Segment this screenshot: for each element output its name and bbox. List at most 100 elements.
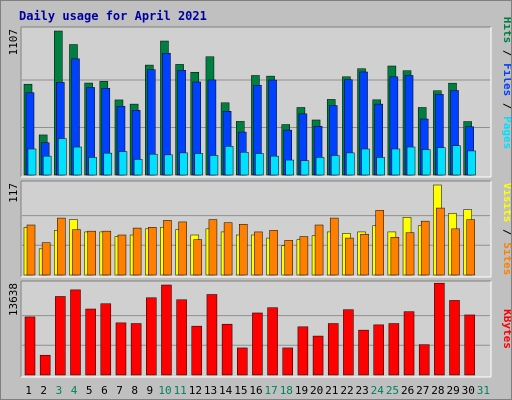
kbytes-bar <box>403 311 415 376</box>
kbytes-bar <box>237 347 248 376</box>
day-label: 19 <box>295 384 308 397</box>
kbytes-bar <box>343 309 354 376</box>
pages-bar <box>118 151 128 176</box>
pages-bar <box>437 147 446 176</box>
sites-bar <box>41 242 51 276</box>
kbytes-bar <box>70 289 81 376</box>
day-label: 18 <box>280 384 293 397</box>
legend-pages-files-hits: Hits / Files / Pages <box>501 17 511 150</box>
kbytes-bar <box>358 329 369 376</box>
day-label: 21 <box>325 384 338 397</box>
pages-bar <box>133 159 143 176</box>
sites-bar <box>102 230 112 276</box>
pages-bar <box>467 150 476 176</box>
pages-bar <box>224 146 234 176</box>
pages-bar <box>194 153 204 176</box>
legend-kbytes: KBytes <box>501 309 511 349</box>
day-label: 28 <box>431 384 444 397</box>
chart-title: Daily usage for April 2021 <box>19 9 207 23</box>
pages-bar <box>73 146 82 176</box>
kbytes-bar <box>388 323 400 376</box>
sites-bar <box>26 224 36 276</box>
day-label: 12 <box>189 384 202 397</box>
pages-bar <box>27 148 37 176</box>
kbytes-bar <box>327 323 339 376</box>
day-label: 4 <box>71 384 78 397</box>
day-label: 8 <box>131 384 138 397</box>
sites-bar <box>239 223 248 276</box>
day-label: 15 <box>234 384 247 397</box>
sites-bar <box>405 232 415 276</box>
pages-bar <box>421 149 431 176</box>
pages-bar <box>452 145 461 176</box>
y-max-label: 117 <box>7 183 20 203</box>
sites-bar <box>254 231 263 276</box>
sites-bar <box>193 239 203 276</box>
kbytes-bar <box>221 323 233 376</box>
pages-bar <box>285 159 294 176</box>
day-label: 1 <box>25 384 32 397</box>
sites-bar <box>148 227 157 276</box>
kbytes-bar <box>373 324 384 376</box>
kbytes-bar <box>100 303 112 376</box>
pages-bar <box>103 152 113 176</box>
pages-bar <box>209 155 219 176</box>
kbytes-bar <box>282 347 293 376</box>
pages-bar <box>376 157 385 176</box>
kbytes-bar <box>267 307 278 376</box>
kbytes-bar <box>297 326 309 376</box>
sites-bar <box>375 210 384 276</box>
day-label: 6 <box>101 384 108 397</box>
pages-bar <box>164 154 173 176</box>
sites-bar <box>436 207 445 276</box>
day-label: 24 <box>371 384 385 397</box>
sites-bar <box>57 217 66 276</box>
day-label: 20 <box>310 384 323 397</box>
pages-bar <box>255 153 264 176</box>
sites-bar <box>284 240 293 276</box>
pages-bar <box>88 157 97 176</box>
day-label: 23 <box>356 384 369 397</box>
kbytes-bar <box>252 312 263 376</box>
kbytes-bar <box>206 294 218 376</box>
pages-bar <box>361 148 370 176</box>
sites-bar <box>466 219 475 276</box>
pages-bar <box>406 146 416 176</box>
kbytes-bar <box>312 335 324 376</box>
kbytes-bar <box>161 284 172 376</box>
sites-bar <box>178 221 187 276</box>
day-label: 31 <box>477 384 490 397</box>
day-label: 27 <box>416 384 429 397</box>
kbytes-bar <box>24 316 36 376</box>
y-max-label: 13638 <box>7 283 20 316</box>
pages-bar <box>149 153 158 176</box>
day-label: 2 <box>40 384 47 397</box>
day-label: 3 <box>56 384 63 397</box>
sites-bar <box>208 219 218 276</box>
kbytes-bar <box>176 299 187 376</box>
kbytes-bar <box>418 344 430 376</box>
pages-bar <box>58 138 67 176</box>
sites-bar <box>329 217 339 276</box>
sites-bar <box>345 237 354 276</box>
kbytes-bar <box>115 322 127 376</box>
pages-bar <box>346 152 355 176</box>
day-label: 22 <box>340 384 353 397</box>
day-label: 7 <box>116 384 123 397</box>
sites-bar <box>390 237 400 276</box>
sites-bar <box>451 228 460 276</box>
day-label: 13 <box>204 384 217 397</box>
sites-bar <box>360 233 369 276</box>
kbytes-bar <box>146 297 157 376</box>
sites-bar <box>163 220 172 276</box>
pages-bar <box>300 160 310 176</box>
sites-bar <box>223 222 233 276</box>
day-label: 29 <box>446 384 459 397</box>
pages-bar <box>179 152 188 176</box>
day-label: 10 <box>158 384 171 397</box>
kbytes-bar <box>39 354 51 376</box>
kbytes-bar <box>434 282 445 376</box>
pages-bar <box>315 157 325 176</box>
